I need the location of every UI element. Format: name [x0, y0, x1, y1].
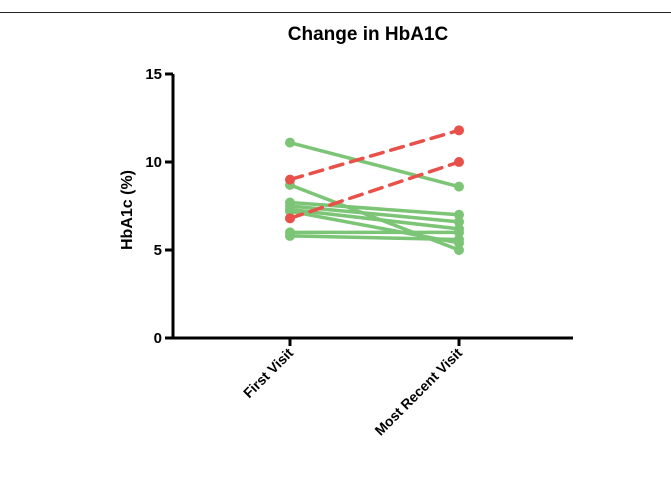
- data-point: [454, 125, 464, 136]
- x-tick-label: Most Recent Visit: [371, 345, 465, 439]
- data-point: [454, 234, 464, 245]
- series-line: [288, 140, 461, 189]
- chart-title: Change in HbA1C: [288, 24, 449, 45]
- data-point: [454, 227, 464, 238]
- series-line: [288, 160, 461, 221]
- y-tick-label: 0: [154, 330, 162, 347]
- series-line: [288, 234, 461, 242]
- data-point: [454, 157, 464, 167]
- data-point: [454, 209, 464, 220]
- axes: 0 5 10 15 First Visit Most Recent Visit: [145, 66, 573, 438]
- series-line: [288, 128, 461, 182]
- y-tick-label: 15: [145, 66, 162, 83]
- data-point: [454, 181, 464, 192]
- data-point: [285, 230, 295, 241]
- series-lines: [285, 125, 464, 255]
- y-tick-label: 5: [154, 242, 162, 259]
- data-point: [285, 137, 295, 148]
- decrease-series: [285, 137, 464, 192]
- y-axis-label: HbA1c (%): [119, 170, 136, 250]
- top-divider: [0, 12, 671, 13]
- increase-series: [285, 125, 464, 185]
- data-point: [285, 213, 295, 224]
- y-tick-label: 10: [145, 154, 162, 171]
- data-point: [454, 245, 464, 255]
- x-tick-label: First Visit: [240, 345, 296, 401]
- data-point: [285, 174, 295, 185]
- data-point: [285, 206, 295, 217]
- increase-series: [285, 157, 464, 224]
- decrease-series: [285, 230, 464, 245]
- data-point: [454, 216, 464, 227]
- series-line: [288, 207, 461, 231]
- series-line: [288, 200, 461, 217]
